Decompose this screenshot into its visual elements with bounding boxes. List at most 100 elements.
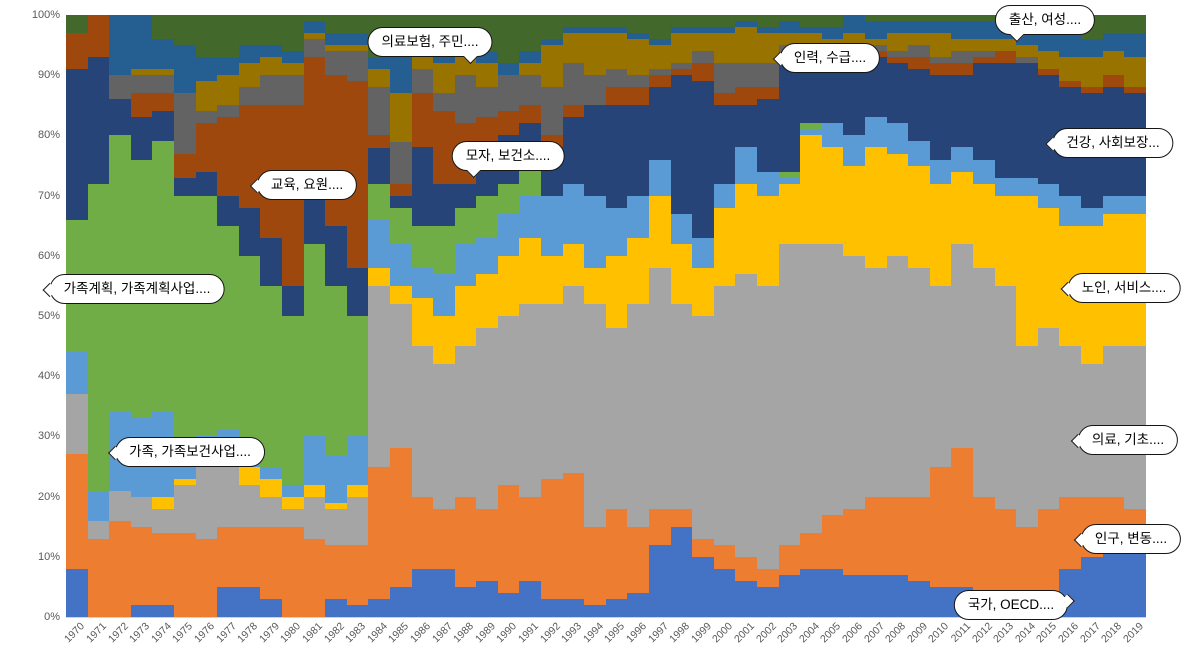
chart-segment [454, 243, 477, 286]
chart-segment [605, 598, 628, 617]
chart-segment [605, 328, 628, 509]
chart-segment [217, 195, 239, 226]
chart-segment [260, 75, 282, 106]
chart-segment [1037, 51, 1060, 70]
chart-segment [130, 117, 153, 160]
chart-segment [173, 532, 196, 617]
chart-segment [303, 243, 326, 437]
year-column-1973 [130, 15, 153, 617]
chart-segment [735, 556, 757, 581]
year-column-1975 [173, 15, 196, 617]
chart-segment [497, 592, 520, 617]
chart-segment [541, 195, 563, 256]
year-column-2003 [778, 15, 801, 617]
chart-segment [109, 15, 131, 76]
chart-segment [670, 69, 693, 76]
chart-segment [951, 39, 973, 52]
chart-segment [87, 15, 110, 58]
chart-segment [800, 135, 822, 244]
x-axis-tick-label: 2018 [1099, 620, 1125, 646]
year-column-2004 [800, 15, 822, 617]
chart-segment [584, 195, 606, 268]
x-axis-tick-label: 1997 [645, 620, 671, 646]
year-column-1971 [87, 15, 110, 617]
chart-segment [411, 496, 434, 569]
chart-segment [217, 466, 239, 527]
chart-segment [821, 568, 844, 617]
chart-segment [692, 15, 714, 28]
chart-segment [173, 177, 196, 196]
chart-segment [173, 153, 196, 178]
x-axis-tick-label: 2003 [775, 620, 801, 646]
chart-segment [325, 33, 347, 46]
chart-segment [454, 586, 477, 617]
x-axis-tick-label: 1993 [559, 620, 585, 646]
chart-segment [692, 51, 714, 64]
chart-segment [454, 346, 477, 497]
chart-segment [584, 75, 606, 106]
chart-segment [1124, 87, 1146, 94]
chart-segment [195, 81, 218, 112]
x-axis-tick-label: 1979 [256, 620, 282, 646]
chart-segment [303, 496, 326, 539]
chart-segment [195, 460, 218, 539]
year-column-1997 [649, 15, 671, 617]
chart-segment [886, 496, 909, 575]
chart-segment [562, 27, 585, 34]
chart-segment [476, 87, 498, 118]
chart-segment [152, 75, 174, 94]
chart-segment [238, 15, 261, 46]
chart-segment [152, 111, 174, 142]
chart-segment [778, 171, 801, 178]
chart-segment [972, 496, 995, 599]
chart-segment [217, 105, 239, 118]
x-axis-tick-label: 1974 [148, 620, 174, 646]
chart-segment [87, 57, 110, 184]
chart-segment [972, 57, 995, 64]
chart-segment [346, 267, 369, 317]
chart-segment [584, 15, 606, 28]
chart-segment [605, 87, 628, 106]
chart-segment [433, 316, 455, 365]
chart-segment [389, 207, 412, 244]
chart-segment [1037, 207, 1060, 329]
chart-segment [908, 580, 930, 617]
chart-segment [605, 15, 628, 28]
chart-segment [1124, 57, 1146, 88]
x-axis-tick-label: 2008 [883, 620, 909, 646]
year-column-2015 [1037, 15, 1060, 617]
chart-segment [843, 63, 865, 136]
chart-segment [411, 147, 434, 226]
chart-segment [325, 508, 347, 545]
x-axis-tick-label: 1976 [191, 620, 217, 646]
chart-segment [152, 69, 174, 76]
chart-segment [562, 472, 585, 599]
chart-segment [713, 183, 736, 208]
chart-segment [325, 544, 347, 599]
chart-segment [130, 69, 153, 76]
chart-segment [886, 574, 909, 617]
chart-segment [173, 15, 196, 46]
chart-segment [1080, 39, 1103, 58]
chart-segment [476, 195, 498, 238]
chart-segment [346, 604, 369, 617]
chart-segment [929, 75, 952, 160]
chart-segment [1102, 544, 1125, 617]
chart-segment [1059, 195, 1081, 226]
chart-segment [238, 526, 261, 587]
year-column-1993 [562, 15, 585, 617]
chart-segment [951, 63, 973, 76]
chart-segment [713, 93, 736, 106]
chart-segment [649, 69, 671, 76]
chart-segment [411, 568, 434, 617]
chart-segment [152, 508, 174, 533]
x-axis-tick-label: 1985 [386, 620, 412, 646]
x-axis-tick-label: 2011 [948, 620, 973, 645]
chart-segment [670, 33, 693, 64]
chart-segment [864, 267, 887, 497]
chart-segment [864, 147, 887, 268]
year-column-2014 [1016, 15, 1038, 617]
x-axis-tick-label: 1987 [429, 620, 455, 646]
x-axis-tick-label: 2019 [1120, 620, 1146, 646]
chart-segment [735, 63, 757, 88]
